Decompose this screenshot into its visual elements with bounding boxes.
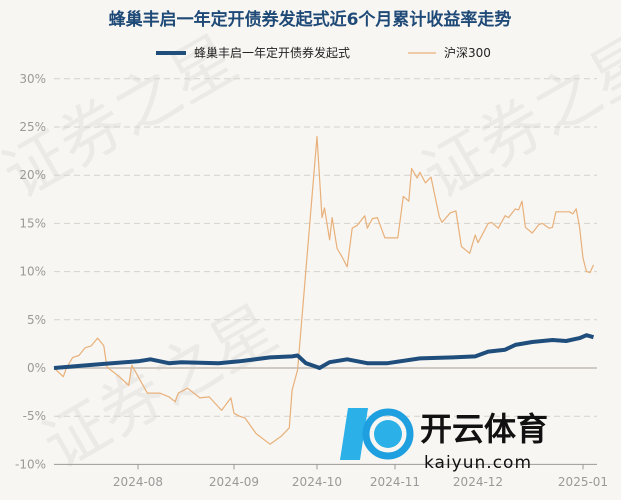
legend-label-fund: 蜂巢丰启一年定开债券发起式	[194, 45, 350, 60]
x-tick-label: 2024-11	[370, 475, 420, 489]
series-line-hs300	[53, 136, 595, 445]
y-tick-label: 25%	[19, 120, 46, 134]
chart-title: 蜂巢丰启一年定开债券发起式近6个月累计收益率走势	[109, 9, 512, 30]
watermark-text: 证券之星	[411, 22, 621, 214]
legend-label-hs300: 沪深300	[444, 46, 491, 60]
logo-ball-icon	[374, 420, 402, 448]
x-tick-label: 2024-08	[113, 475, 163, 489]
x-tick-label: 2024-10	[292, 475, 342, 489]
y-tick-label: -5%	[23, 409, 46, 423]
kaiyun-logo: 开云体育 kaiyun.com	[340, 408, 548, 473]
legend: 蜂巢丰启一年定开债券发起式 沪深300	[156, 45, 491, 60]
logo-k-bar	[340, 408, 368, 460]
x-tick-label: 2024-09	[209, 475, 259, 489]
logo-name: 开云体育	[420, 410, 548, 448]
y-tick-label: 30%	[19, 72, 46, 86]
watermark-text: 证券之星	[31, 292, 290, 484]
y-tick-label: 5%	[27, 313, 46, 327]
y-tick-label: 0%	[27, 361, 46, 375]
y-tick-label: -10%	[15, 457, 46, 471]
logo-domain: kaiyun.com	[424, 453, 532, 473]
x-tick-label: 2024-12	[453, 475, 503, 489]
y-tick-label: 15%	[19, 216, 46, 230]
x-tick-label: 2025-01	[558, 475, 608, 489]
logo-ball-ring	[362, 408, 414, 460]
series-line-fund	[53, 333, 595, 370]
y-tick-label: 10%	[19, 265, 46, 279]
y-tick-label: 20%	[19, 168, 46, 182]
